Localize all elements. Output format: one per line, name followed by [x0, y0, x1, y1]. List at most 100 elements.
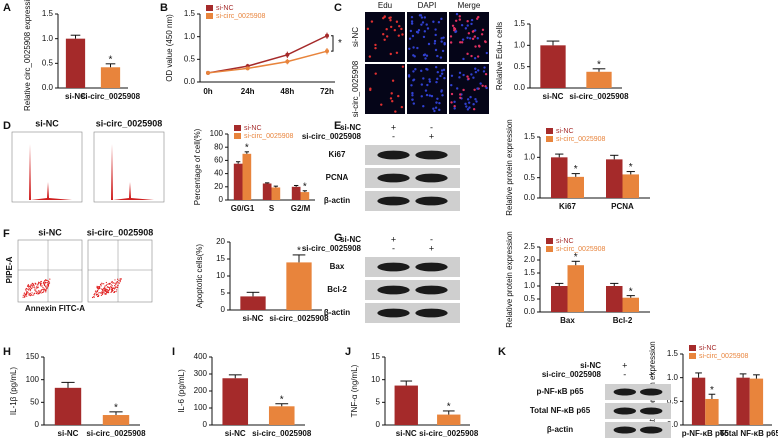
cell: [481, 28, 485, 32]
cell: [420, 83, 424, 86]
event: [91, 296, 94, 299]
y-tick-label: 1.5: [667, 349, 679, 358]
micrograph: [449, 12, 489, 62]
blot-band: [377, 262, 410, 272]
event: [43, 280, 46, 282]
cell: [428, 78, 431, 81]
blot-band: [415, 150, 448, 160]
cell: [458, 41, 462, 44]
cell: [421, 21, 425, 24]
event: [111, 285, 113, 287]
y-tick-label: 0: [219, 195, 224, 204]
event: [105, 281, 107, 284]
cell: [382, 33, 385, 36]
event: [36, 287, 38, 289]
group-sign: -: [392, 131, 395, 141]
event: [26, 285, 29, 287]
x-tick-label: si-circ_0025908: [569, 92, 629, 101]
event: [33, 294, 35, 296]
y-tick-label: 1.0: [184, 32, 196, 41]
cell: [389, 25, 393, 29]
cell: [483, 40, 487, 43]
cell: [467, 101, 471, 104]
cell: [480, 33, 484, 36]
blot-band: [639, 388, 663, 396]
histogram-title: si-circ_0025908: [96, 118, 163, 128]
blot-band: [613, 407, 637, 415]
event: [116, 286, 118, 289]
cell: [475, 100, 478, 103]
blot-strip: [365, 145, 460, 165]
y-tick-label: 0: [203, 420, 208, 429]
cell: [460, 23, 464, 27]
event: [114, 290, 116, 293]
event: [26, 295, 28, 297]
event: [34, 282, 36, 284]
event: [102, 292, 104, 294]
cell: [481, 84, 484, 87]
cell: [428, 94, 432, 97]
event: [117, 282, 119, 284]
cell: [459, 96, 462, 99]
cell: [434, 48, 438, 52]
event: [46, 284, 49, 286]
event: [48, 284, 50, 286]
panel-letter: G: [334, 232, 343, 244]
cell: [380, 103, 383, 106]
y-tick-label: 0.0: [184, 77, 196, 86]
cell: [432, 20, 435, 23]
cell: [440, 17, 443, 21]
cell: [466, 75, 469, 78]
event: [39, 282, 41, 284]
blot-label: Bax: [330, 262, 345, 271]
column-label: Edu: [378, 1, 392, 10]
event: [103, 286, 105, 288]
panel-letter: K: [498, 346, 506, 358]
event: [114, 285, 116, 287]
scatter-frame: [17, 239, 83, 303]
cell: [472, 103, 475, 106]
blot-band: [415, 285, 448, 295]
event: [96, 285, 98, 287]
cell: [474, 45, 477, 48]
cell: [415, 30, 419, 34]
event: [100, 285, 102, 287]
cell: [474, 98, 477, 101]
cell: [453, 107, 456, 110]
x-tick-label: si-circ_0025908: [269, 314, 329, 323]
x-tick-label: Total NF-κB p65: [720, 429, 778, 438]
cell: [466, 24, 469, 27]
cell: [467, 77, 470, 81]
cell: [477, 69, 480, 72]
cell: [434, 106, 438, 109]
y-tick-label: 0: [221, 305, 226, 314]
event: [105, 293, 107, 295]
blot-band: [415, 308, 448, 318]
event: [99, 292, 101, 294]
event: [28, 288, 30, 290]
event: [105, 287, 107, 289]
line: [207, 35, 328, 74]
group-sign: +: [391, 234, 396, 244]
blot-strip: [365, 257, 460, 277]
cell: [441, 49, 445, 53]
significance: *: [297, 246, 301, 257]
event: [40, 292, 42, 294]
cell: [466, 108, 470, 111]
y-tick-label: 0.5: [667, 396, 679, 405]
event: [42, 287, 44, 289]
legend-label: si-NC: [216, 5, 234, 12]
legend-label: si-circ_0025908: [244, 133, 294, 140]
cell: [424, 89, 428, 92]
cell: [425, 93, 429, 97]
cell: [410, 20, 414, 23]
event: [41, 291, 44, 294]
cell: [430, 94, 434, 98]
blot-band: [377, 173, 410, 183]
cell: [400, 27, 403, 31]
event: [105, 284, 107, 286]
cell: [437, 21, 441, 24]
legend-swatch: [546, 246, 553, 252]
event: [31, 294, 33, 296]
cell: [389, 19, 392, 22]
